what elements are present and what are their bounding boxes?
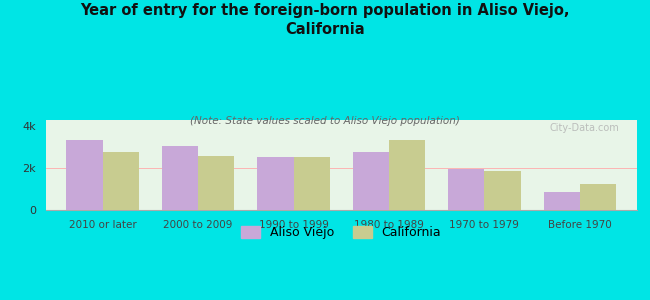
Text: City-Data.com: City-Data.com [549,123,619,133]
Bar [162,146,198,210]
Legend: Aliso Viejo, California: Aliso Viejo, California [236,221,447,244]
Bar [389,140,425,210]
Bar [294,157,330,210]
Text: (Note: State values scaled to Aliso Viejo population): (Note: State values scaled to Aliso Viej… [190,116,460,125]
Bar [580,184,616,210]
Bar [103,152,139,210]
Bar [448,169,484,210]
Bar [543,192,580,210]
Bar [66,140,103,210]
Bar [257,157,294,210]
Bar [484,171,521,210]
Text: Year of entry for the foreign-born population in Aliso Viejo,
California: Year of entry for the foreign-born popul… [80,3,570,37]
Bar [198,156,235,210]
Bar [353,152,389,210]
